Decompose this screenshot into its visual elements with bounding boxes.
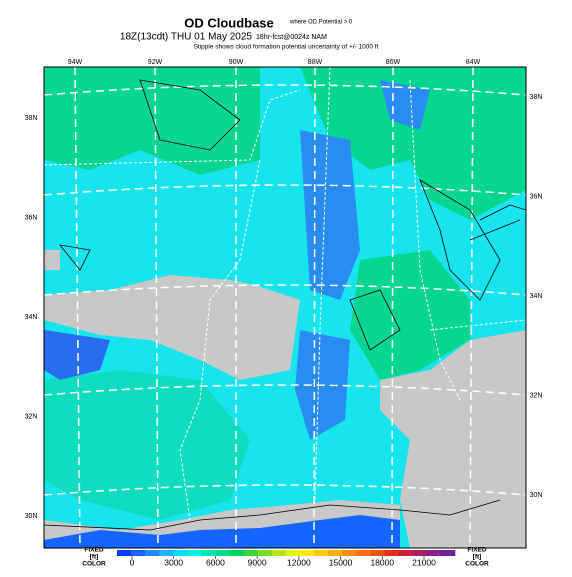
lat-label: 30N [25, 513, 38, 520]
lat-label: 34N [530, 293, 543, 300]
colorbar-tick-label: 15000 [329, 557, 353, 567]
map-frame [43, 66, 527, 549]
forecast: 18hr-fcst@0024z NAM [256, 34, 327, 41]
lat-label: 32N [25, 413, 38, 420]
colorbar: 0 3000 6000 9000 12000 15000 18000 21000FIXED[f… [82, 547, 489, 568]
colorbar-tick-label: 9000 [248, 557, 267, 567]
map-labels: 94W 92W 90W 88W 86W 84W 38N 36N 34N 32N 30N 38N 36N 3… [25, 59, 543, 520]
lat-label: 34N [25, 314, 38, 321]
lon-label: 84W [466, 59, 481, 66]
colorbar-swatch [159, 550, 174, 556]
lon-label: 90W [229, 59, 244, 66]
colorbar-swatch [426, 550, 442, 556]
colorbar-swatch [187, 550, 202, 556]
colorbar-swatch [215, 550, 230, 556]
colorbar-swatch [412, 550, 428, 556]
colorbar-tick-label: 3000 [164, 557, 183, 567]
colorbar-swatch [440, 550, 456, 556]
title-note: where OD Potential > 0 [289, 20, 353, 26]
colorbar-tick-label: 6000 [206, 557, 225, 567]
lon-label: 94W [68, 59, 83, 66]
colorbar-note: [ft] [90, 554, 99, 561]
state-borders [43, 66, 527, 521]
colorbar-swatch [328, 550, 343, 556]
lon-label: 92W [148, 59, 163, 66]
lat-label: 36N [530, 193, 543, 200]
colorbar-swatch [229, 550, 245, 556]
colorbar-swatch [145, 550, 160, 556]
lat-label: 36N [25, 214, 38, 221]
colorbar-swatch [370, 550, 385, 556]
colorbar-swatch [257, 550, 273, 556]
lat-label: 32N [530, 392, 543, 399]
colorbar-swatch [117, 550, 132, 556]
lat-label: 30N [530, 492, 543, 499]
colorbar-note: COLOR [465, 561, 489, 568]
grid-lines [43, 66, 527, 549]
colorbar-note: COLOR [82, 561, 106, 568]
lon-label: 86W [386, 59, 401, 66]
colorbar-swatch [356, 550, 371, 556]
colorbar-note: [ft] [473, 554, 482, 561]
lat-label: 38N [530, 94, 543, 101]
colorbar-swatch [243, 550, 259, 556]
valid-time: 18Z(13cdt) THU 01 May 2025 [120, 32, 253, 43]
map-field [44, 67, 526, 548]
colorbar-tick-label: 21000 [412, 557, 436, 567]
lon-label: 88W [308, 59, 323, 66]
colorbar-swatch [398, 550, 414, 556]
colorbar-note: FIXED [467, 547, 486, 554]
colorbar-swatch [300, 550, 315, 556]
colorbar-swatch [342, 550, 357, 556]
lat-label: 38N [25, 115, 38, 122]
colorbar-swatch [201, 550, 216, 556]
colorbar-tick-label: 12000 [287, 557, 311, 567]
colorbar-swatch [173, 550, 188, 556]
colorbar-swatch [384, 550, 399, 556]
subtitle: Stipple shows cloud formation potential … [194, 44, 379, 51]
colorbar-swatch [271, 550, 287, 556]
colorbar-swatch [131, 550, 146, 556]
title: OD Cloudbase [184, 15, 274, 30]
colorbar-tick-label: 0 [130, 557, 135, 567]
colorbar-tick-label: 18000 [370, 557, 394, 567]
contours [43, 79, 527, 531]
colorbar-note: FIXED [84, 547, 103, 554]
colorbar-swatch [286, 550, 301, 556]
colorbar-swatch [314, 550, 329, 556]
